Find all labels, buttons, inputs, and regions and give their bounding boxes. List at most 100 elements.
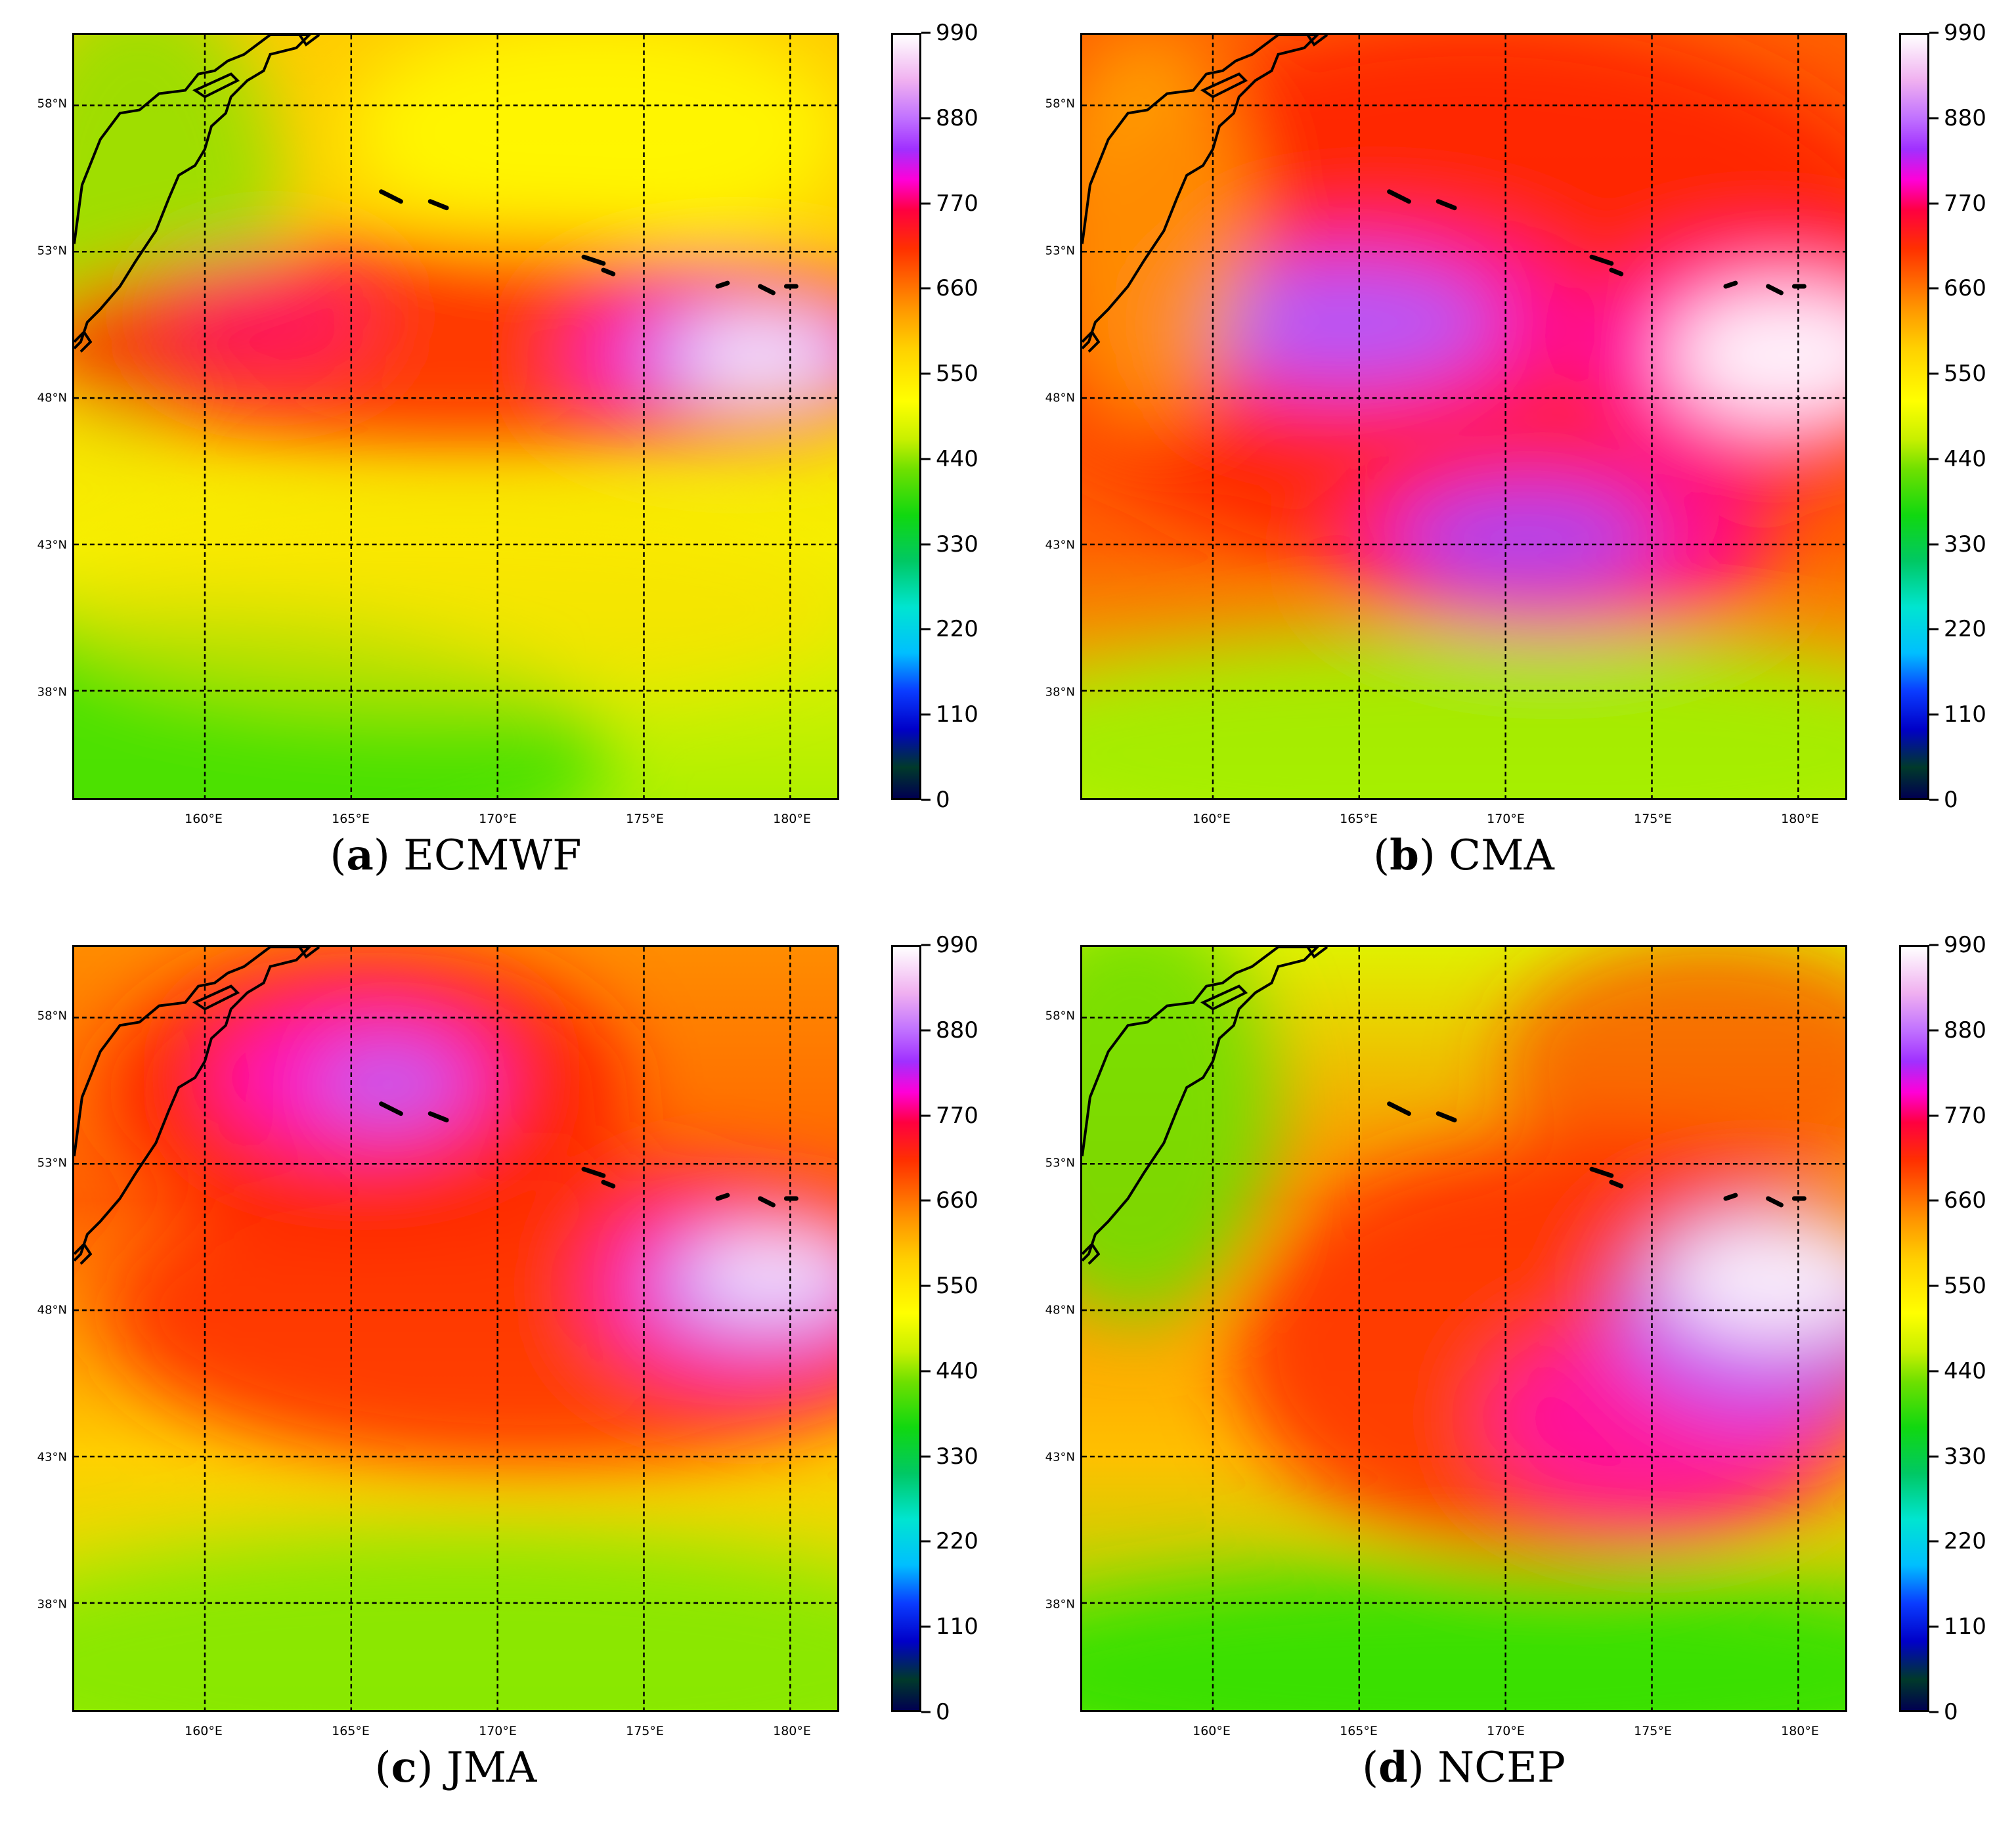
colorbar-label: 220 [1944,1528,1986,1555]
field-svg [1082,35,1845,798]
field-svg [74,35,837,798]
coastline-north [298,947,320,959]
island [379,1101,403,1116]
island [1387,189,1411,204]
lat-label: 53°N [37,244,67,258]
colorbar-label: 660 [1944,1187,1986,1214]
coastline-kamchatka [1082,947,1319,1262]
colorbar-tick [1929,1285,1939,1287]
colorbar-label: 110 [936,701,978,728]
island [601,1179,616,1189]
island [1589,254,1614,266]
colorbar-tick [921,628,931,630]
colorbar-tick [921,1455,931,1458]
lat-label: 53°N [37,1156,67,1170]
colorbar-tick [921,1625,931,1628]
lat-label: 53°N [1045,1156,1075,1170]
colorbar-tick [921,1029,931,1032]
colorbar-label: 990 [936,20,978,46]
caption-title: ECMWF [403,831,582,880]
coastline-tip [1082,1242,1101,1265]
heatmap-a [72,33,839,800]
panel-caption: (c) JMA [374,1743,537,1792]
island [1723,280,1738,289]
lon-label: 175°E [1634,812,1672,826]
island-karaginsky [192,984,240,1011]
field-blob [1187,260,1501,385]
colorbar-label: 880 [1944,104,1986,131]
lat-label: 43°N [37,538,67,552]
colorbar-label: 550 [936,1273,978,1300]
field-blob [348,35,837,251]
island [1435,1111,1457,1123]
colorbar-label: 880 [936,104,978,131]
colorbar-label: 770 [1944,1102,1986,1129]
colorbar-label: 330 [936,1443,978,1470]
colorbar-tick [1929,372,1939,375]
field-blob [309,1045,466,1124]
heatmap-d [1080,945,1847,1712]
colorbar-label: 990 [1944,20,1986,46]
colorbar [891,33,921,800]
coastline-tip [74,330,93,353]
colorbar-label: 660 [1944,275,1986,302]
lat-label: 48°N [1045,391,1075,405]
colorbar-label: 770 [936,190,978,217]
lon-label: 160°E [1193,812,1231,826]
colorbar [1899,945,1929,1712]
colorbar-label: 550 [1944,361,1986,387]
colorbar-label: 770 [936,1102,978,1129]
coastline-kamchatka [1082,35,1319,349]
colorbar-tick [1929,1625,1939,1628]
lat-label: 58°N [37,1009,67,1023]
colorbar-tick [1929,1370,1939,1373]
heatmap-b [1080,33,1847,800]
island-karaginsky [1200,72,1248,99]
colorbar-label: 110 [936,1614,978,1640]
lon-label: 180°E [773,1724,811,1738]
field-blob [1082,1568,1845,1710]
colorbar-label: 0 [1944,1699,1958,1725]
field-blob [74,512,837,708]
colorbar-tick [1929,799,1939,801]
colorbar-tick [1929,543,1939,546]
coastline-north [298,35,320,47]
island-karaginsky [192,72,240,99]
lat-label: 48°N [1045,1303,1075,1317]
coastline-kamchatka [74,35,311,349]
lon-label: 160°E [185,812,223,826]
colorbar-label: 0 [936,787,950,813]
lat-label: 43°N [37,1450,67,1464]
colorbar-tick [1929,32,1939,34]
lat-label: 38°N [1045,1597,1075,1612]
panel-caption: (d) NCEP [1362,1743,1566,1792]
colorbar-tick [921,1540,931,1543]
lon-label: 170°E [1487,1724,1525,1738]
caption-title: NCEP [1437,1744,1566,1792]
colorbar-label: 660 [936,275,978,302]
island [758,284,776,296]
lon-label: 170°E [1487,812,1525,826]
lat-label: 48°N [37,1303,67,1317]
colorbar-tick [921,944,931,946]
lon-label: 175°E [626,1724,664,1738]
field-blobs [1082,35,1845,798]
colorbar-label: 0 [936,1699,950,1725]
island [1766,1196,1784,1208]
colorbar-label: 880 [1944,1017,1986,1044]
colorbar-label: 110 [1944,701,1986,728]
island [1766,284,1784,296]
caption-title: CMA [1449,831,1554,880]
colorbar-label: 220 [936,616,978,643]
colorbar-tick [1929,202,1939,205]
island [1609,1179,1624,1189]
lat-label: 43°N [1045,538,1075,552]
colorbar-label: 880 [936,1017,978,1044]
colorbar-label: 220 [936,1528,978,1555]
colorbar-label: 770 [1944,190,1986,217]
lat-label: 38°N [37,685,67,699]
field-svg [1082,947,1845,1710]
field-blob [688,1241,837,1307]
lon-label: 160°E [185,1724,223,1738]
island [427,199,449,211]
